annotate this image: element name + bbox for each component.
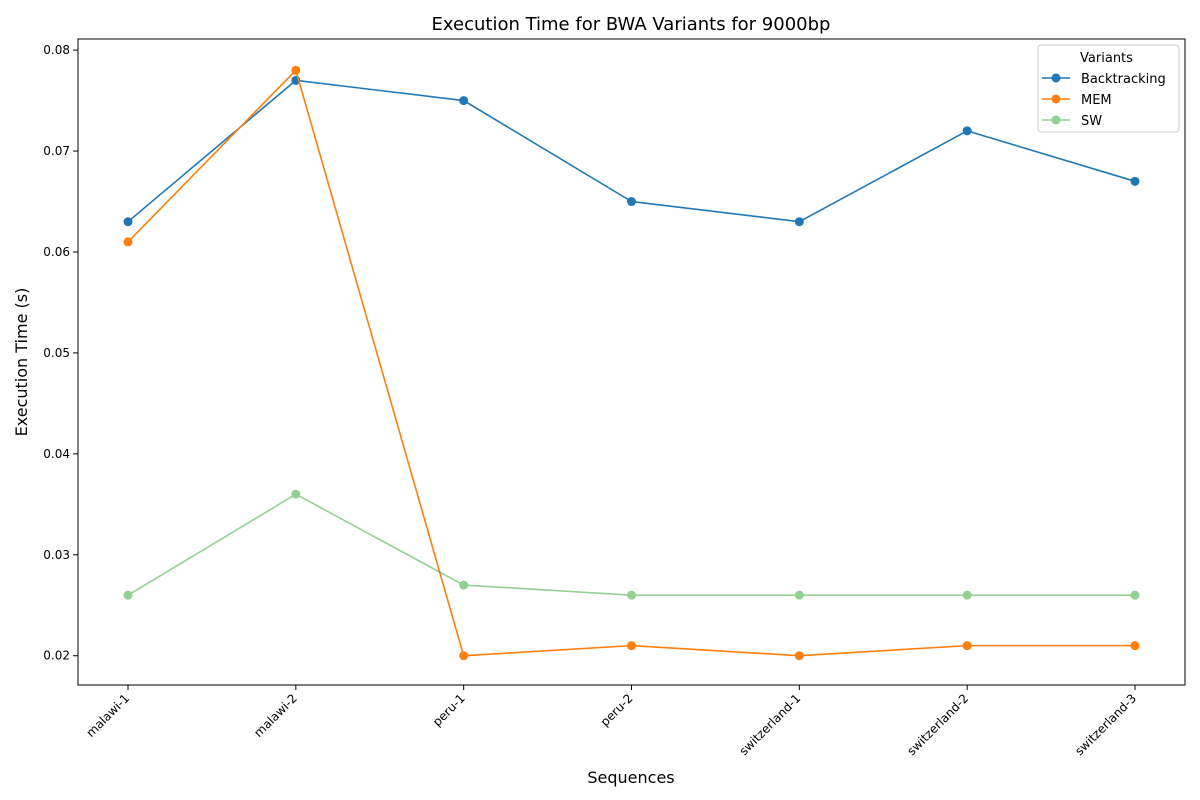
- legend-marker: [1051, 115, 1061, 125]
- y-tick-label: 0.08: [43, 43, 70, 57]
- y-axis: 0.02 0.03 0.04 0.05 0.06 0.07 0.08: [43, 43, 78, 663]
- data-point: [291, 489, 301, 499]
- data-point: [627, 197, 636, 207]
- series-backtracking: [123, 75, 1140, 227]
- legend-marker: [1051, 73, 1061, 83]
- legend-box: [1037, 44, 1180, 133]
- plot-frame: [77, 38, 1186, 686]
- x-tick-label: peru-1: [430, 691, 468, 729]
- y-tick-label: 0.02: [43, 649, 70, 663]
- legend-item: [1042, 115, 1070, 125]
- data-point: [962, 641, 972, 651]
- data-point: [1130, 590, 1140, 600]
- y-tick-label: 0.03: [43, 548, 70, 562]
- data-point: [459, 651, 469, 661]
- data-point: [627, 641, 636, 651]
- legend-label: Backtracking: [1081, 72, 1166, 87]
- series-sw: [123, 489, 1140, 600]
- series-layer: [123, 65, 1140, 661]
- x-tick-label: switzerland-3: [1072, 691, 1139, 758]
- data-point: [459, 580, 469, 590]
- x-axis-label: Sequences: [587, 768, 674, 787]
- data-point: [459, 96, 469, 106]
- data-point: [962, 126, 972, 136]
- data-point: [123, 590, 133, 600]
- data-point: [627, 590, 636, 600]
- data-point: [123, 217, 133, 227]
- x-tick-label: peru-2: [598, 691, 636, 729]
- x-tick-label: switzerland-1: [737, 691, 804, 758]
- data-point: [794, 217, 804, 227]
- legend-title: Variants: [1080, 51, 1133, 66]
- legend-marker: [1051, 94, 1061, 104]
- data-point: [962, 590, 972, 600]
- y-tick-label: 0.05: [43, 346, 70, 360]
- data-point: [794, 590, 804, 600]
- legend-item: [1042, 73, 1070, 83]
- data-point: [794, 651, 804, 661]
- series-mem: [123, 65, 1140, 661]
- series-line: [127, 493, 1135, 596]
- plot-area: [77, 38, 1186, 686]
- x-tick-label: switzerland-2: [904, 691, 971, 758]
- legend-item: [1042, 94, 1070, 104]
- legend-label: MEM: [1081, 93, 1112, 108]
- y-axis-label: Execution Time (s): [12, 288, 31, 437]
- x-tick-label: malawi-1: [83, 691, 132, 740]
- data-point: [1130, 641, 1140, 651]
- y-tick-label: 0.06: [43, 245, 70, 259]
- data-point: [291, 65, 301, 75]
- series-line: [127, 68, 1135, 657]
- data-point: [1130, 176, 1140, 186]
- y-tick-label: 0.07: [43, 144, 70, 158]
- x-axis: malawi-1 malawi-2 peru-1 peru-2 switzerland-…: [83, 685, 1139, 758]
- legend: Variants Backtracking MEM SW: [1037, 44, 1180, 133]
- y-tick-label: 0.04: [43, 447, 70, 461]
- legend-label: SW: [1081, 114, 1102, 129]
- data-point: [123, 237, 133, 247]
- chart-title: Execution Time for BWA Variants for 9000…: [432, 14, 831, 35]
- x-tick-label: malawi-2: [251, 691, 300, 740]
